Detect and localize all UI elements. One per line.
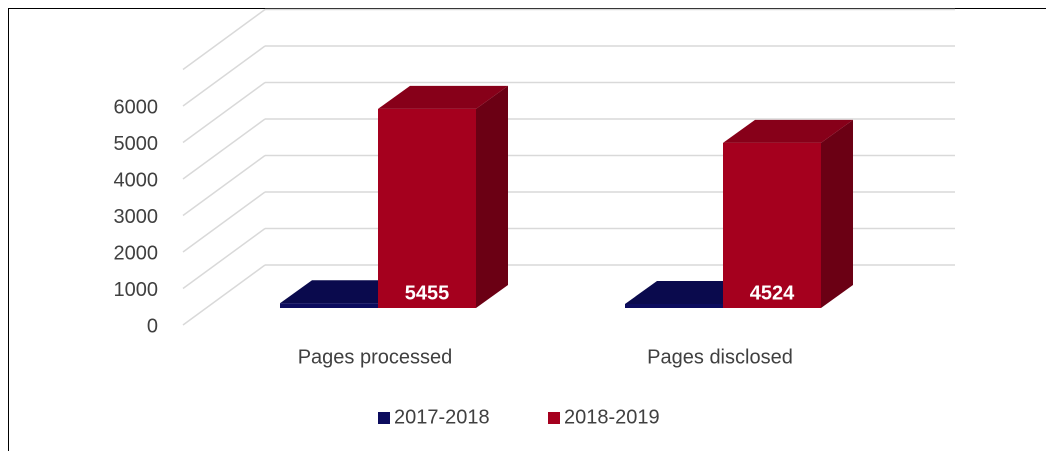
bar — [625, 303, 723, 308]
data-label: 4524 — [750, 282, 795, 304]
grid-line — [182, 154, 266, 217]
bar-side — [821, 119, 853, 309]
bar-top — [280, 280, 410, 304]
bar-top — [723, 119, 853, 143]
y-tick-label: 0 — [147, 315, 158, 337]
bar — [378, 108, 476, 308]
bar — [280, 303, 378, 308]
grid-line — [182, 191, 266, 253]
legend-label: 2017-2018 — [394, 406, 490, 428]
y-tick-label: 2000 — [114, 242, 159, 264]
y-tick-label: 6000 — [114, 96, 159, 118]
data-label: 110 — [648, 314, 680, 336]
data-label: 131 — [302, 313, 335, 335]
bar — [723, 142, 821, 308]
bar-top — [625, 280, 755, 304]
y-tick-label: 5000 — [114, 133, 159, 155]
wall-edge — [182, 8, 266, 71]
y-tick-label: 3000 — [114, 206, 159, 228]
grid-line — [182, 264, 266, 326]
y-tick-label: 1000 — [114, 279, 159, 301]
legend-swatch — [378, 412, 390, 424]
grid-line — [182, 45, 266, 107]
legend-label: 2018-2019 — [564, 406, 660, 428]
bar-side — [476, 85, 508, 308]
legend-swatch — [548, 412, 560, 424]
frame — [8, 8, 1046, 451]
x-tick-label: Pages processed — [298, 346, 453, 368]
grid-line — [182, 227, 266, 290]
grid-line — [182, 81, 266, 144]
data-label: 5455 — [405, 282, 450, 304]
bar-top — [378, 85, 508, 109]
grid-line — [182, 118, 266, 180]
y-tick-label: 4000 — [114, 169, 159, 191]
x-tick-label: Pages disclosed — [647, 346, 793, 368]
